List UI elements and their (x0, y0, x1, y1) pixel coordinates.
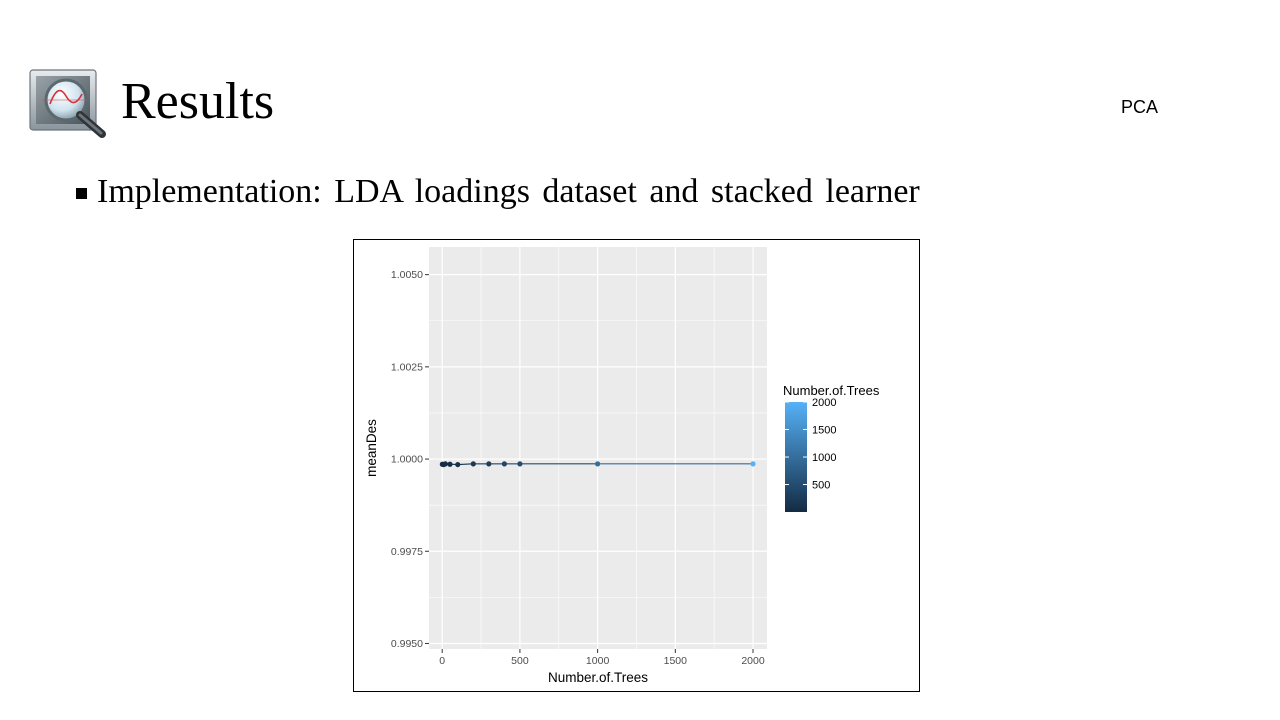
slide-title: Results (121, 73, 275, 130)
y-axis-title: meanDes (364, 419, 379, 477)
x-tick-label: 1500 (664, 655, 688, 667)
y-tick-label: 1.0050 (391, 269, 423, 281)
legend-break-label: 500 (812, 480, 830, 492)
data-point (470, 461, 476, 467)
legend-break-label: 1000 (812, 452, 836, 464)
x-tick-label: 1000 (586, 655, 610, 667)
section-tag: PCA (1121, 97, 1159, 117)
data-point (442, 461, 448, 467)
x-tick-label: 0 (439, 655, 445, 667)
bullet-text: Implementation: LDA loadings dataset and… (97, 173, 920, 210)
magnifier-monitor-icon (28, 66, 112, 138)
legend-break-label: 2000 (812, 397, 836, 409)
x-axis-title: Number.of.Trees (548, 670, 648, 685)
legend-break-label: 1500 (812, 425, 836, 437)
bullet-item: Implementation: LDA loadings dataset and… (76, 170, 920, 214)
data-point (486, 461, 492, 467)
x-tick-label: 2000 (741, 655, 765, 667)
y-tick-label: 1.0025 (391, 361, 423, 373)
data-point (517, 461, 523, 467)
y-tick-label: 0.9975 (391, 546, 423, 558)
data-point (750, 461, 756, 467)
x-tick-label: 500 (511, 655, 529, 667)
y-tick-label: 0.9950 (391, 638, 423, 650)
chart: 0 500 1000 1500 2000 0.9950 0.9975 1.0000 1.0025… (364, 247, 880, 685)
data-point (447, 461, 453, 467)
legend-title: Number.of.Trees (783, 383, 880, 398)
bullet-square-icon (76, 187, 87, 199)
y-tick-label: 1.0000 (391, 454, 423, 466)
data-point (595, 461, 601, 467)
data-point (455, 461, 461, 468)
data-point (501, 461, 507, 467)
chart-frame: 0 500 1000 1500 2000 0.9950 0.9975 1.0000 1.0025… (353, 239, 920, 692)
legend-colorbar (785, 402, 807, 512)
